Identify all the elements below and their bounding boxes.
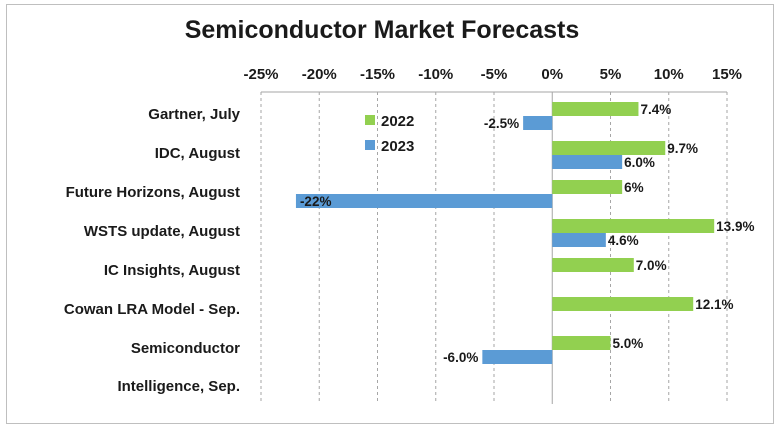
data-label: -2.5% — [484, 116, 519, 131]
bar-2023 — [552, 233, 606, 247]
chart-title: Semiconductor Market Forecasts — [185, 16, 580, 44]
data-label: 12.1% — [695, 297, 733, 312]
legend-swatch-2023 — [365, 140, 375, 150]
category-label: WSTS update, August — [84, 223, 240, 240]
bar-2022 — [552, 258, 634, 272]
category-label: Semiconductor — [131, 340, 240, 357]
x-tick-label: -10% — [418, 66, 453, 83]
legend-label-2023: 2023 — [381, 138, 414, 155]
bar-2022 — [552, 336, 611, 350]
data-label: 7.4% — [640, 102, 671, 117]
category-label: IDC, August — [155, 145, 240, 162]
x-tick-label: -20% — [302, 66, 337, 83]
x-tick-label: 15% — [712, 66, 742, 83]
chart-frame — [6, 4, 774, 424]
x-tick-label: 0% — [541, 66, 563, 83]
bar-2022 — [552, 102, 639, 116]
data-label: 5.0% — [613, 336, 644, 351]
category-label: Intelligence, Sep. — [117, 378, 240, 395]
bar-2023 — [523, 116, 553, 130]
bar-2022 — [552, 297, 694, 311]
data-label: -6.0% — [443, 350, 478, 365]
bar-2023 — [295, 194, 553, 208]
bar-2023 — [482, 350, 553, 364]
data-label: 4.6% — [608, 233, 639, 248]
x-tick-label: 10% — [654, 66, 684, 83]
category-label: Future Horizons, August — [66, 184, 240, 201]
data-label: 13.9% — [716, 219, 754, 234]
x-tick-label: -5% — [481, 66, 508, 83]
data-label: 9.7% — [667, 141, 698, 156]
bar-2022 — [552, 141, 666, 155]
legend-swatch-2022 — [365, 115, 375, 125]
data-label: 6% — [624, 180, 644, 195]
data-label: 7.0% — [636, 258, 667, 273]
bar-2022 — [552, 219, 715, 233]
bar-2022 — [552, 180, 623, 194]
x-tick-label: 5% — [600, 66, 622, 83]
bar-2023 — [552, 155, 623, 169]
category-label: Gartner, July — [148, 106, 240, 123]
category-label: IC Insights, August — [104, 262, 240, 279]
data-label: 6.0% — [624, 155, 655, 170]
data-label: -22% — [300, 194, 332, 209]
x-tick-label: -25% — [243, 66, 278, 83]
legend-label-2022: 2022 — [381, 113, 414, 130]
category-label: Cowan LRA Model - Sep. — [64, 301, 240, 318]
x-tick-label: -15% — [360, 66, 395, 83]
